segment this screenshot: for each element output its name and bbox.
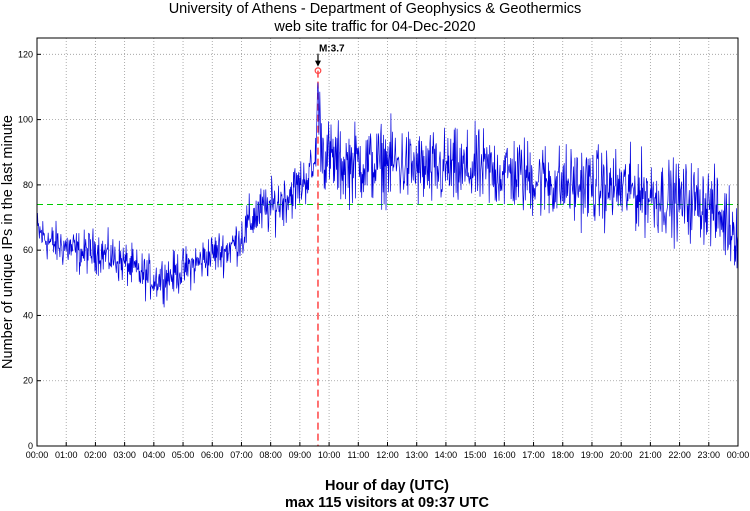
x-tick-label: 13:00	[405, 450, 428, 460]
series-line	[36, 82, 739, 308]
x-tick-label: 20:00	[610, 450, 633, 460]
y-tick-label: 100	[18, 115, 33, 125]
x-tick-label: 08:00	[259, 450, 282, 460]
axis-ticks: 00:00 01:00 02:00 03:00 04:00 05:00 06:00 07:00…	[18, 49, 749, 460]
x-tick-label: 18:00	[551, 450, 574, 460]
x-tick-label: 22:00	[668, 450, 691, 460]
x-tick-label: 15:00	[464, 450, 487, 460]
y-tick-label: 20	[23, 376, 33, 386]
y-tick-label: 120	[18, 49, 33, 59]
x-tick-label: 21:00	[639, 450, 662, 460]
x-tick-label: 10:00	[318, 450, 341, 460]
x-tick-label: 06:00	[201, 450, 224, 460]
x-tick-label: 04:00	[143, 450, 166, 460]
max-marker	[314, 67, 322, 75]
x-tick-label: 07:00	[230, 450, 253, 460]
x-tick-label: 01:00	[55, 450, 78, 460]
y-tick-label: 60	[23, 245, 33, 255]
x-tick-label: 05:00	[172, 450, 195, 460]
x-tick-label: 14:00	[435, 450, 458, 460]
grid-lines	[37, 38, 738, 446]
annotation-arrow-head	[314, 60, 321, 67]
x-tick-label: 19:00	[581, 450, 604, 460]
y-tick-label: 40	[23, 310, 33, 320]
y-tick-label: 0	[28, 441, 33, 451]
x-tick-label: 03:00	[113, 450, 136, 460]
x-axis-label: Hour of day (UTC)	[325, 478, 449, 494]
x-tick-label: 23:00	[698, 450, 721, 460]
x-tick-label: 02:00	[84, 450, 107, 460]
x-tick-label: 09:00	[289, 450, 312, 460]
y-tick-label: 80	[23, 180, 33, 190]
chart-subtitle: web site traffic for 04-Dec-2020	[273, 19, 475, 35]
chart-title: University of Athens - Department of Geo…	[169, 1, 582, 17]
x-tick-label: 11:00	[347, 450, 369, 460]
chart-footer: max 115 visitors at 09:37 UTC	[285, 495, 489, 511]
x-tick-label: 17:00	[522, 450, 545, 460]
plot-frame	[36, 37, 739, 447]
x-tick-label: 12:00	[376, 450, 399, 460]
annotation-label: M:3.7	[319, 44, 345, 55]
x-tick-label: 16:00	[493, 450, 516, 460]
y-axis-label: Number of unique IPs in the last minute	[0, 115, 16, 369]
x-tick-label: 00:00	[727, 450, 750, 460]
x-tick-label: 00:00	[26, 450, 49, 460]
